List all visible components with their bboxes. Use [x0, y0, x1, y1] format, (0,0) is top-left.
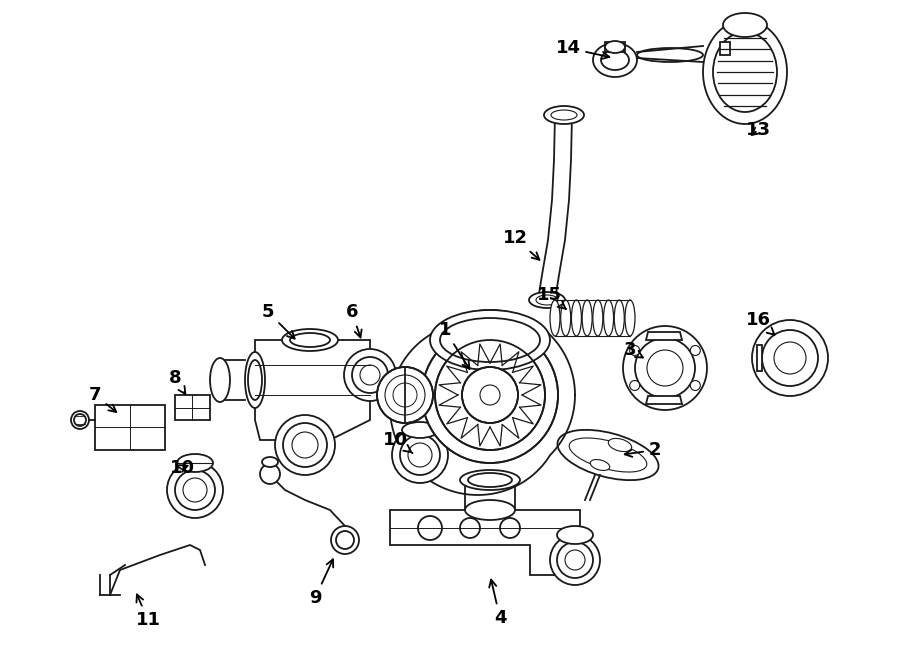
- Circle shape: [422, 327, 558, 463]
- Ellipse shape: [557, 430, 659, 480]
- Polygon shape: [646, 396, 682, 404]
- Ellipse shape: [590, 459, 609, 471]
- Circle shape: [260, 464, 280, 484]
- Circle shape: [550, 535, 600, 585]
- Polygon shape: [175, 395, 210, 420]
- Ellipse shape: [625, 300, 635, 336]
- Ellipse shape: [557, 526, 593, 544]
- Text: 14: 14: [555, 39, 609, 59]
- Polygon shape: [95, 405, 165, 450]
- Text: 5: 5: [262, 303, 294, 338]
- Ellipse shape: [582, 300, 592, 336]
- Text: 12: 12: [502, 229, 539, 260]
- Polygon shape: [605, 42, 625, 52]
- Ellipse shape: [245, 352, 265, 408]
- Text: 4: 4: [490, 580, 506, 627]
- Polygon shape: [757, 345, 762, 371]
- Circle shape: [71, 411, 89, 429]
- Circle shape: [392, 427, 448, 483]
- Ellipse shape: [282, 329, 338, 351]
- Ellipse shape: [402, 422, 438, 438]
- Ellipse shape: [593, 300, 603, 336]
- Text: 6: 6: [346, 303, 362, 338]
- Text: 10: 10: [382, 431, 412, 453]
- Circle shape: [435, 340, 545, 450]
- Circle shape: [690, 346, 700, 356]
- Ellipse shape: [423, 333, 547, 457]
- Ellipse shape: [262, 457, 278, 467]
- Ellipse shape: [210, 358, 230, 402]
- Ellipse shape: [608, 438, 632, 451]
- Ellipse shape: [550, 300, 560, 336]
- Ellipse shape: [177, 454, 213, 472]
- Circle shape: [752, 320, 828, 396]
- Circle shape: [167, 462, 223, 518]
- Polygon shape: [390, 510, 580, 575]
- Circle shape: [331, 526, 359, 554]
- Text: 1: 1: [439, 321, 470, 369]
- Polygon shape: [720, 42, 730, 55]
- Circle shape: [377, 367, 433, 423]
- Ellipse shape: [604, 300, 614, 336]
- Circle shape: [275, 415, 335, 475]
- Ellipse shape: [561, 300, 571, 336]
- Circle shape: [630, 381, 640, 391]
- Polygon shape: [646, 332, 682, 340]
- Text: 11: 11: [136, 594, 160, 629]
- Ellipse shape: [529, 292, 565, 308]
- Ellipse shape: [637, 48, 703, 62]
- Circle shape: [418, 516, 442, 540]
- Ellipse shape: [460, 470, 520, 490]
- Ellipse shape: [605, 41, 625, 53]
- Ellipse shape: [465, 500, 515, 520]
- Text: 9: 9: [309, 559, 333, 607]
- Text: 3: 3: [624, 341, 643, 359]
- Ellipse shape: [572, 300, 581, 336]
- Ellipse shape: [723, 13, 767, 37]
- Circle shape: [462, 367, 518, 423]
- Polygon shape: [255, 340, 370, 440]
- Ellipse shape: [593, 43, 637, 77]
- Circle shape: [500, 518, 520, 538]
- Circle shape: [690, 381, 700, 391]
- Circle shape: [623, 326, 707, 410]
- Text: 16: 16: [745, 311, 774, 335]
- Text: 10: 10: [169, 459, 194, 477]
- Circle shape: [460, 518, 480, 538]
- Text: 15: 15: [536, 286, 566, 309]
- Circle shape: [344, 349, 396, 401]
- Ellipse shape: [430, 310, 550, 370]
- Circle shape: [630, 346, 640, 356]
- Text: 2: 2: [625, 441, 662, 459]
- Ellipse shape: [615, 300, 625, 336]
- Text: 8: 8: [168, 369, 185, 394]
- Text: 13: 13: [745, 121, 770, 139]
- Ellipse shape: [544, 106, 584, 124]
- Ellipse shape: [703, 20, 787, 124]
- Text: 7: 7: [89, 386, 116, 412]
